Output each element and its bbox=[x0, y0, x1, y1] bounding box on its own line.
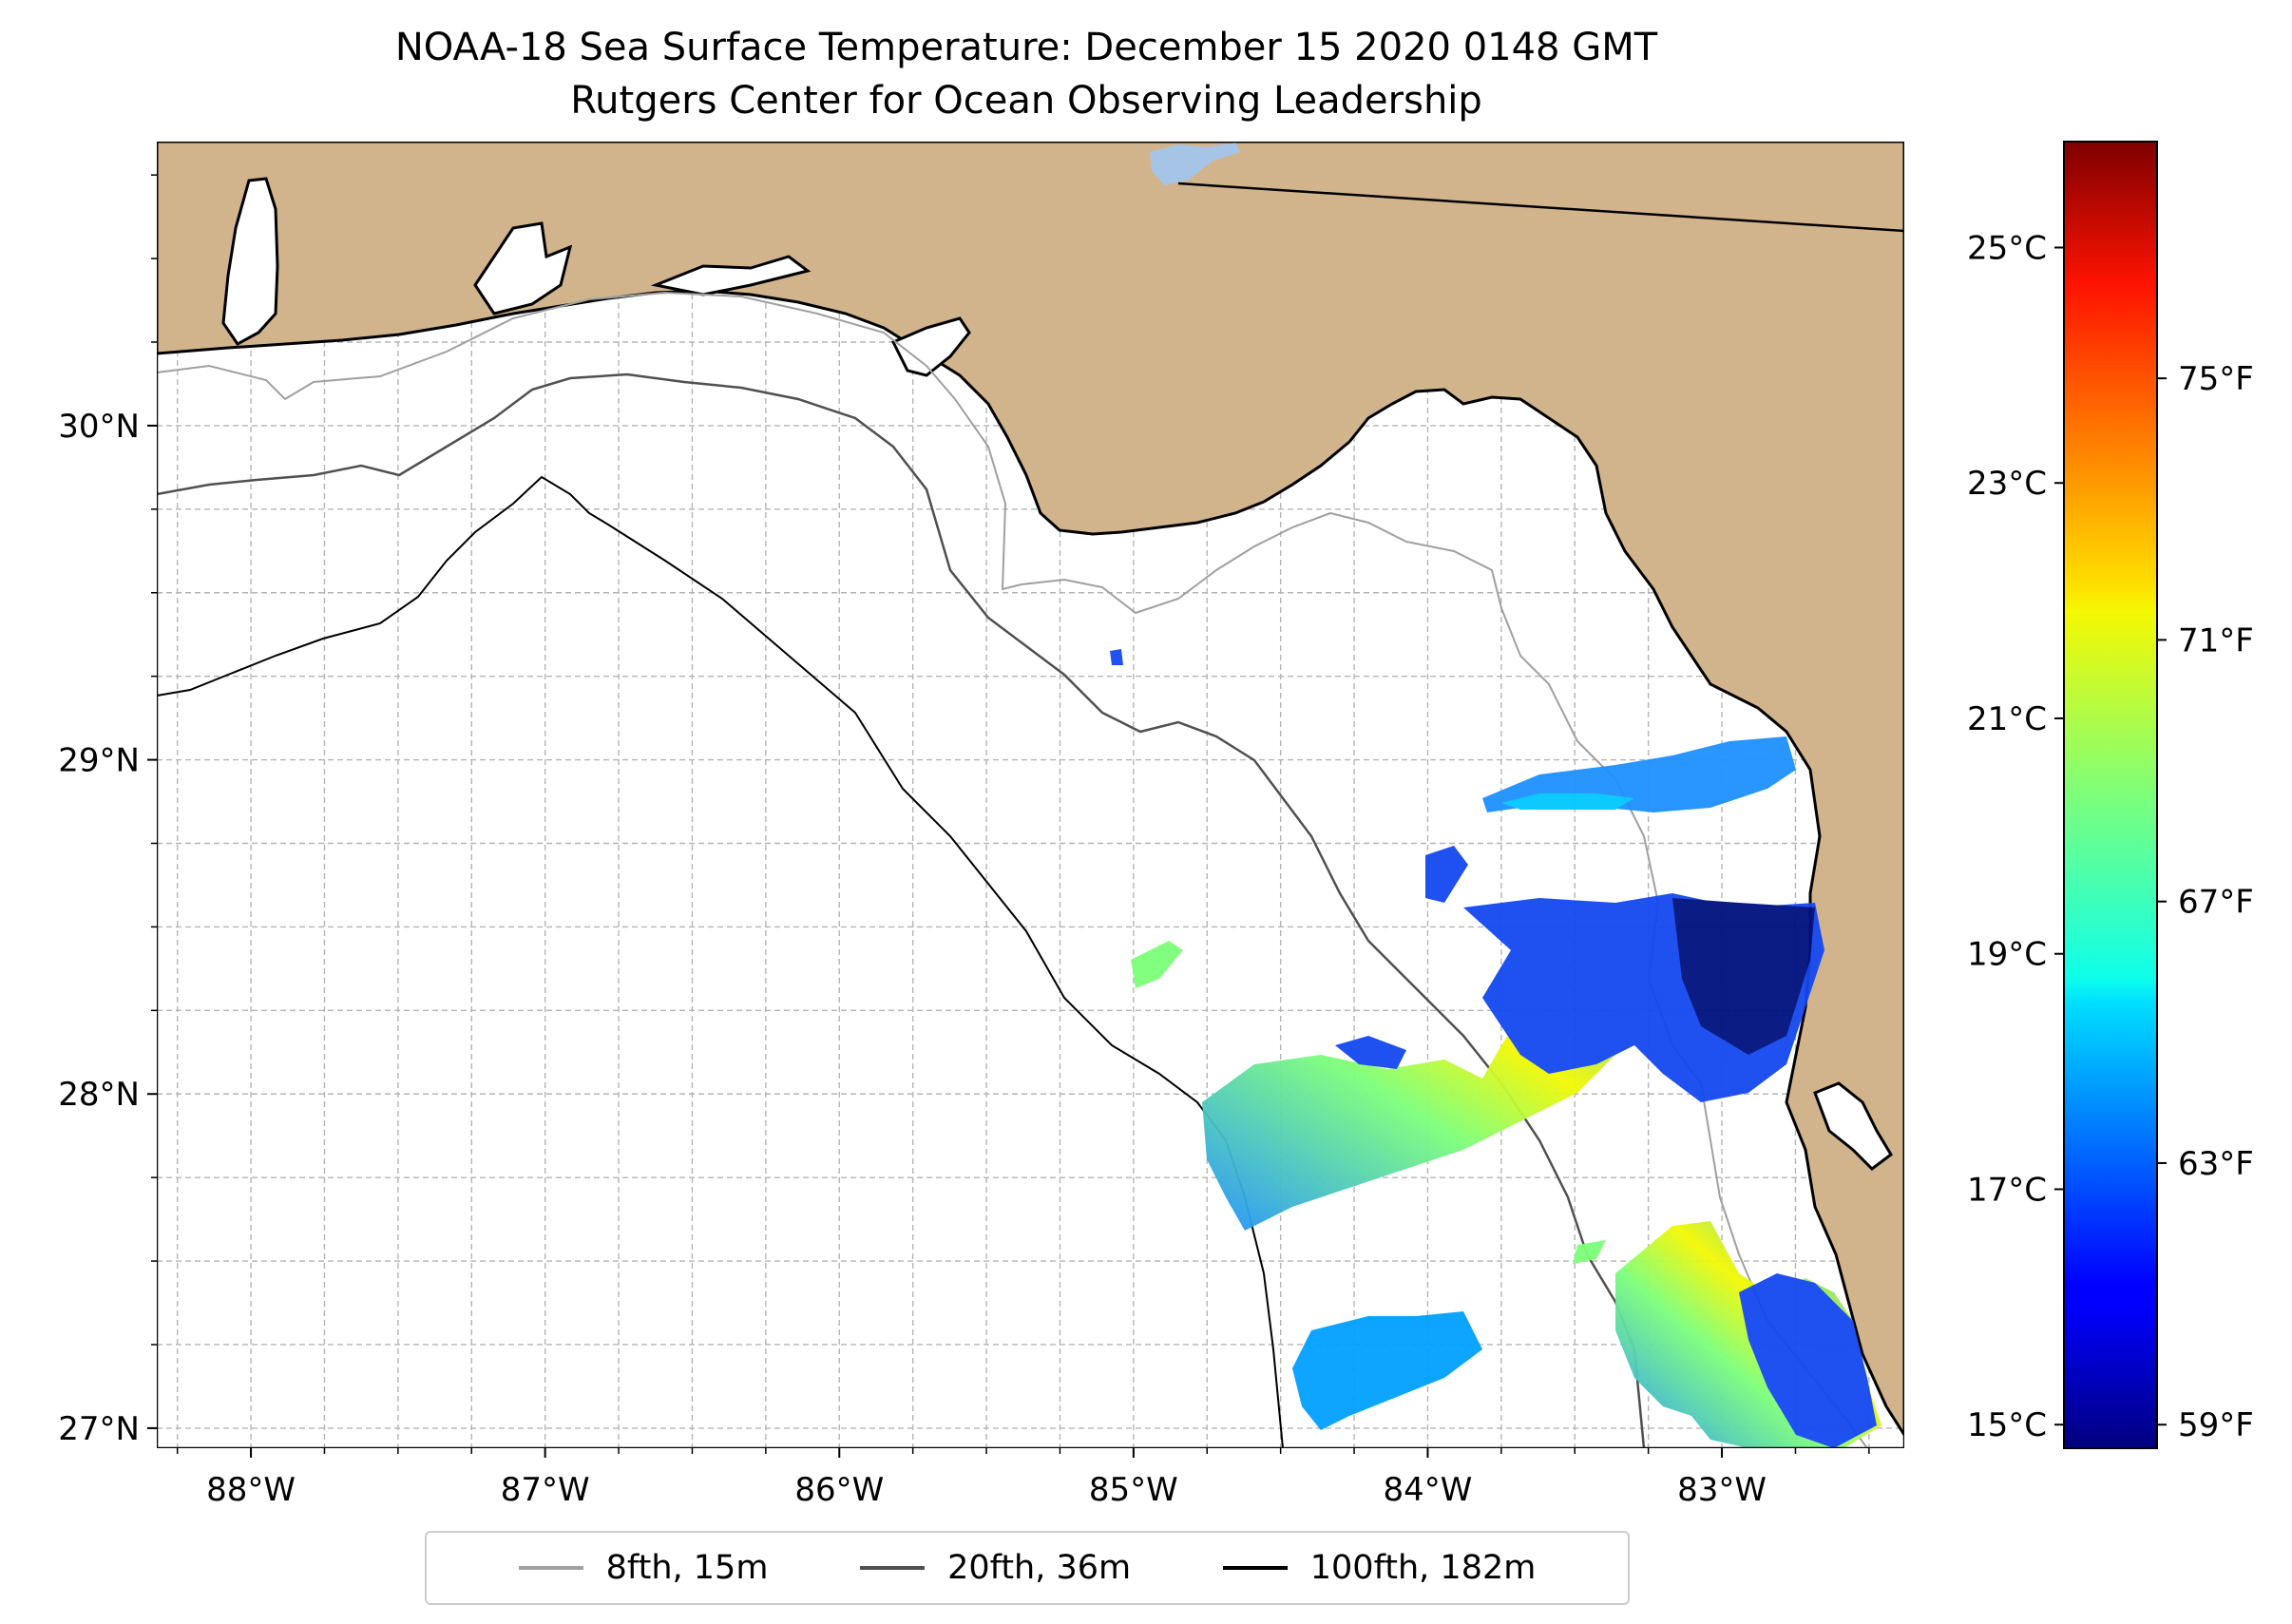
colorbar-celsius-axis: 15°C 17°C 19°C 21°C 23°C 25°C bbox=[1967, 229, 2064, 1444]
mobile-bay bbox=[221, 177, 279, 346]
colorbar-fahrenheit-axis: 59°F 63°F 67°F 71°F 75°F bbox=[2157, 360, 2254, 1444]
isobath-36m bbox=[157, 373, 1646, 1448]
colorbar-gradient bbox=[2063, 141, 2158, 1449]
lat-tick-label: 28°N bbox=[58, 1076, 140, 1114]
fahrenheit-tick-label: 67°F bbox=[2178, 884, 2254, 922]
lat-tick-label: 30°N bbox=[58, 408, 140, 446]
latitude-axis: 27°N 28°N 29°N 30°N bbox=[58, 174, 157, 1448]
lon-tick-label: 87°W bbox=[501, 1471, 590, 1509]
legend-item-182m: 100fth, 182m bbox=[1222, 1549, 1537, 1587]
legend-label: 20fth, 36m bbox=[947, 1549, 1132, 1587]
lon-tick-label: 88°W bbox=[206, 1471, 296, 1509]
lat-tick-label: 27°N bbox=[58, 1410, 140, 1448]
legend-swatch bbox=[860, 1566, 926, 1570]
fahrenheit-tick-label: 75°F bbox=[2178, 360, 2254, 398]
map-area bbox=[157, 142, 1904, 1448]
legend: 8fth, 15m 20fth, 36m 100fth, 182m bbox=[425, 1531, 1630, 1605]
longitude-axis: 88°W 87°W 86°W 85°W 84°W 83°W bbox=[176, 1448, 1870, 1509]
lon-tick-label: 84°W bbox=[1384, 1471, 1473, 1509]
legend-item-36m: 20fth, 36m bbox=[860, 1549, 1131, 1587]
chart-title: NOAA-18 Sea Surface Temperature: Decembe… bbox=[395, 26, 1658, 69]
fahrenheit-tick-label: 59°F bbox=[2178, 1406, 2254, 1444]
st-andrew-bay bbox=[890, 316, 971, 377]
lat-tick-label: 29°N bbox=[58, 742, 140, 780]
pensacola-bay bbox=[473, 221, 573, 315]
celsius-tick-label: 17°C bbox=[1967, 1171, 2047, 1209]
fahrenheit-tick-label: 71°F bbox=[2178, 621, 2254, 659]
celsius-tick-label: 23°C bbox=[1967, 465, 2047, 503]
isobath-182m bbox=[157, 475, 1284, 1448]
legend-label: 8fth, 15m bbox=[605, 1549, 769, 1587]
legend-item-15m: 8fth, 15m bbox=[518, 1549, 769, 1587]
celsius-tick-label: 19°C bbox=[1967, 936, 2047, 974]
lake bbox=[1150, 143, 1240, 185]
colorbar: 15°C 17°C 19°C 21°C 23°C 25°C 59°F 63°F 67°F 71°… bbox=[1967, 141, 2254, 1449]
celsius-tick-label: 21°C bbox=[1967, 700, 2047, 738]
legend-label: 100fth, 182m bbox=[1309, 1549, 1537, 1587]
choctawhatchee-bay bbox=[650, 255, 812, 296]
lon-tick-label: 86°W bbox=[794, 1471, 884, 1509]
state-border bbox=[1177, 182, 1904, 233]
lon-tick-label: 85°W bbox=[1089, 1471, 1178, 1509]
lon-tick-label: 83°W bbox=[1677, 1471, 1767, 1509]
legend-swatch bbox=[1222, 1566, 1288, 1570]
celsius-tick-label: 25°C bbox=[1967, 229, 2047, 267]
celsius-tick-label: 15°C bbox=[1967, 1406, 2047, 1444]
fahrenheit-tick-label: 63°F bbox=[2178, 1145, 2254, 1183]
sst-data bbox=[1110, 649, 1881, 1448]
legend-swatch bbox=[518, 1566, 583, 1570]
chart-subtitle: Rutgers Center for Ocean Observing Leade… bbox=[570, 79, 1482, 123]
tampa-bay bbox=[1813, 1081, 1893, 1171]
